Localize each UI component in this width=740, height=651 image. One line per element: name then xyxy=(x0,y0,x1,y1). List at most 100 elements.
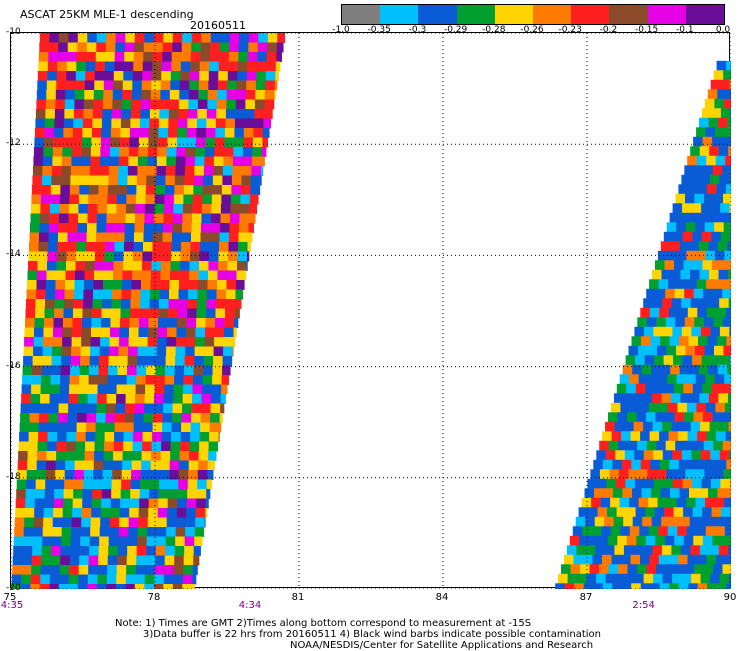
swath-pixel xyxy=(50,214,60,224)
swath-pixel xyxy=(207,299,217,309)
swath-pixel xyxy=(123,81,133,91)
swath-pixel xyxy=(151,81,161,91)
swath-pixel xyxy=(615,574,625,584)
swath-pixel xyxy=(604,488,614,498)
swath-pixel xyxy=(213,166,223,176)
swath-pixel xyxy=(708,213,718,223)
swath-pixel xyxy=(170,81,180,91)
swath-pixel xyxy=(708,241,718,251)
swath-pixel xyxy=(83,109,93,119)
swath-pixel xyxy=(49,223,59,233)
swath-pixel xyxy=(158,128,168,138)
swath-pixel xyxy=(87,404,97,414)
swath-pixel xyxy=(646,412,656,422)
swath-pixel xyxy=(161,451,171,461)
swath-pixel xyxy=(143,62,153,72)
swath-pixel xyxy=(603,460,613,470)
swath-pixel xyxy=(176,157,186,167)
swath-pixel xyxy=(634,574,644,584)
swath-pixel xyxy=(707,460,717,470)
swath-pixel xyxy=(222,176,232,186)
swath-pixel xyxy=(256,81,266,91)
swath-pixel xyxy=(40,584,50,589)
swath-pixel xyxy=(703,536,713,546)
swath-pixel xyxy=(151,271,161,281)
swath-pixel xyxy=(561,564,571,574)
swath-pixel xyxy=(182,404,192,414)
swath-pixel xyxy=(63,318,73,328)
swath-pixel xyxy=(613,488,623,498)
swath-pixel xyxy=(84,100,94,110)
swath-pixel xyxy=(689,365,699,375)
swath-pixel xyxy=(89,176,99,186)
swath-pixel xyxy=(210,423,220,433)
swath-pixel xyxy=(151,451,161,461)
swath-pixel xyxy=(74,299,84,309)
swath-pixel xyxy=(715,403,725,413)
swath-pixel xyxy=(131,109,141,119)
swath-pixel xyxy=(672,574,682,584)
swath-pixel xyxy=(148,518,158,528)
swath-pixel xyxy=(116,404,126,414)
swath-pixel xyxy=(241,185,251,195)
swath-pixel xyxy=(114,432,124,442)
swath-pixel xyxy=(677,251,687,261)
swath-pixel xyxy=(182,43,192,53)
swath-pixel xyxy=(106,33,116,43)
swath-pixel xyxy=(705,251,715,261)
swath-pixel xyxy=(97,584,107,589)
swath-pixel xyxy=(711,108,721,118)
swath-pixel xyxy=(143,242,153,252)
swath-pixel xyxy=(682,203,692,213)
swath-pixel xyxy=(118,176,128,186)
swath-pixel xyxy=(234,318,238,328)
swath-pixel xyxy=(266,71,276,81)
swath-pixel xyxy=(197,489,207,499)
swath-pixel xyxy=(116,394,126,404)
swath-pixel xyxy=(59,223,69,233)
color-scale-segment xyxy=(609,5,647,24)
swath-pixel xyxy=(633,545,643,555)
swath-pixel xyxy=(143,423,153,433)
swath-pixel xyxy=(108,176,118,186)
swath-pixel xyxy=(636,384,646,394)
swath-pixel xyxy=(715,498,725,508)
swath-pixel xyxy=(175,356,185,366)
swath-pixel xyxy=(230,223,240,233)
swath-pixel xyxy=(24,527,34,537)
swath-pixel xyxy=(120,328,130,338)
swath-pixel xyxy=(88,575,98,585)
swath-pixel xyxy=(155,556,165,566)
swath-pixel xyxy=(710,175,720,185)
swath-pixel xyxy=(686,346,696,356)
swath-pixel xyxy=(718,118,728,128)
swath-pixel xyxy=(172,242,182,252)
swath-pixel xyxy=(684,260,694,270)
swath-pixel xyxy=(175,537,185,547)
swath-pixel xyxy=(652,545,662,555)
swath-pixel xyxy=(637,564,647,574)
swath-pixel xyxy=(158,508,168,518)
swath-pixel xyxy=(721,355,731,365)
swath-pixel xyxy=(59,394,69,404)
swath-pixel xyxy=(688,460,698,470)
swath-pixel xyxy=(657,469,667,479)
swath-pixel xyxy=(236,290,244,300)
swath-pixel xyxy=(646,289,656,299)
swath-pixel xyxy=(179,290,189,300)
swath-pixel xyxy=(56,280,66,290)
swath-pixel xyxy=(127,546,137,556)
swath-pixel xyxy=(724,222,731,232)
swath-pixel xyxy=(125,584,135,589)
swath-pixel xyxy=(149,318,159,328)
swath-pixel xyxy=(678,431,688,441)
swath-pixel xyxy=(142,451,152,461)
swath-pixel xyxy=(65,290,75,300)
swath-pixel xyxy=(53,337,63,347)
swath-pixel xyxy=(622,583,632,589)
swath-pixel xyxy=(93,100,103,110)
swath-time-label: 4:35 xyxy=(1,600,23,611)
swath-pixel xyxy=(96,413,106,423)
swath-pixel xyxy=(216,109,226,119)
swath-pixel xyxy=(151,90,161,100)
